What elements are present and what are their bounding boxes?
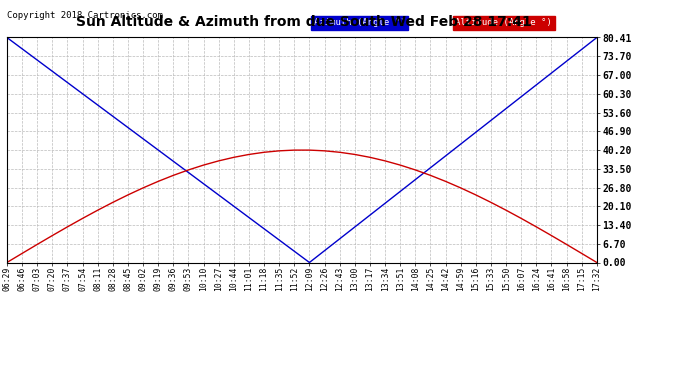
Text: Copyright 2018 Cartronics.com: Copyright 2018 Cartronics.com	[7, 10, 163, 20]
Text: Altitude (Angle °): Altitude (Angle °)	[455, 18, 552, 27]
Text: Azimuth (Angle °): Azimuth (Angle °)	[314, 18, 405, 27]
Text: Sun Altitude & Azimuth from due South Wed Feb 28 17:41: Sun Altitude & Azimuth from due South We…	[76, 15, 531, 29]
